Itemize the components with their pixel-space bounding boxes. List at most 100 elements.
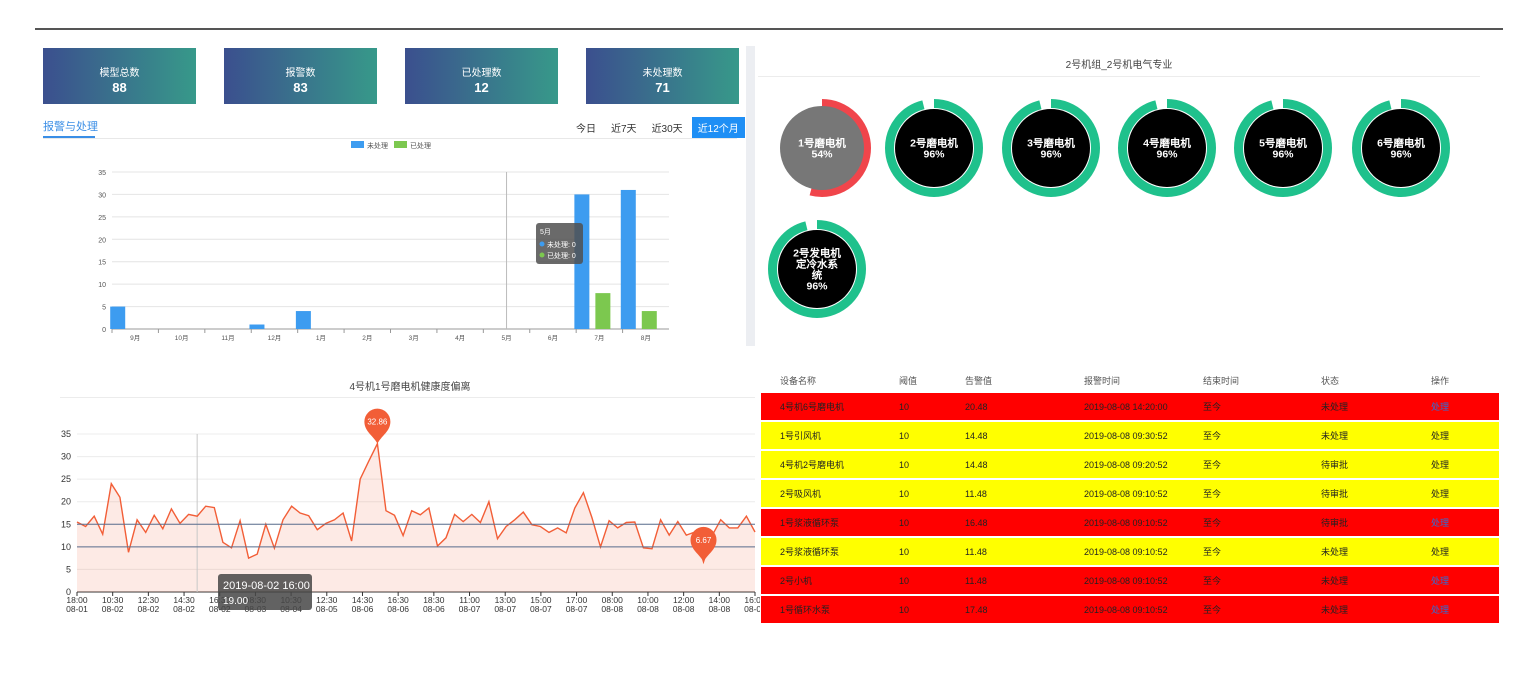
range-tab-30days[interactable]: 近30天 (651, 124, 683, 135)
process-button[interactable]: 处理 (1431, 576, 1450, 586)
x-tick-label: 4月 (455, 334, 465, 342)
x-tick-label: 12:30 (316, 595, 338, 605)
stat-label: 模型总数 (99, 68, 140, 79)
gauge-label: 96% (1390, 149, 1412, 161)
bar-未处理[interactable] (249, 324, 265, 329)
column-header: 报警时间 (1084, 375, 1121, 386)
process-button[interactable]: 处理 (1431, 547, 1450, 557)
bar-已处理[interactable] (641, 311, 657, 329)
x-tick-label: 11:00 (459, 595, 480, 605)
table-cell: 17.48 (965, 604, 988, 615)
stat-value: 12 (474, 80, 489, 95)
process-button[interactable]: 处理 (1431, 402, 1450, 412)
x-tick-label: 08-07 (494, 604, 516, 614)
table-cell: 10 (899, 401, 910, 412)
process-button[interactable]: 处理 (1431, 489, 1450, 499)
tab-divider (43, 138, 737, 139)
max-marker: 32.86 (364, 408, 391, 444)
table-cell: 至今 (1203, 547, 1222, 557)
x-tick-label: 7月 (594, 334, 604, 342)
table-row: 2号吸风机 10 11.48 2019-08-08 09:10:52 至今 待审批 处理 (761, 480, 1499, 509)
process-button[interactable]: 处理 (1431, 431, 1450, 441)
table-cell: 2019-08-08 09:10:52 (1084, 604, 1168, 615)
chart-legend: 未处理 已处理 (351, 141, 431, 150)
table-header: 设备名称 阈值 告警值 报警时间 结束时间 状态 操作 (761, 367, 1499, 393)
stat-card-alarms: 报警数 83 (224, 48, 377, 104)
gauge-panel-divider (758, 76, 1480, 77)
table-row: 4号机2号磨电机 10 14.48 2019-08-08 09:20:52 至今 待审批 处… (761, 451, 1499, 480)
column-header: 阈值 (899, 375, 918, 386)
y-tick-label: 0 (66, 587, 71, 597)
table-cell: 至今 (1203, 460, 1222, 470)
process-button[interactable]: 处理 (1431, 518, 1450, 528)
table-cell: 待审批 (1321, 460, 1349, 470)
table-cell: 待审批 (1321, 518, 1349, 528)
gauge-arc (773, 99, 871, 197)
bar-已处理[interactable] (595, 293, 611, 329)
x-tick-label: 08-06 (387, 604, 409, 614)
stat-label: 未处理数 (642, 68, 683, 79)
marker-pin (690, 526, 717, 562)
gauge-label: 定冷水系 (795, 258, 838, 271)
table-cell: 10 (899, 459, 910, 470)
x-tick-label: 08-07 (566, 604, 588, 614)
x-tick-label: 08-07 (459, 604, 481, 614)
gauge-label: 54% (811, 149, 833, 161)
tab-alarm-processing[interactable]: 报警与处理 (43, 121, 98, 133)
gauge-panel-title: 2号机组_2号机电气专业 (1065, 60, 1173, 71)
gauge-label: 96% (1040, 149, 1062, 161)
bar-未处理[interactable] (620, 189, 636, 329)
x-tick-label: 08-07 (530, 604, 552, 614)
table-cell: 至今 (1203, 576, 1222, 586)
y-tick-label: 35 (98, 170, 106, 177)
x-tick-label: 08-02 (102, 604, 124, 614)
table-cell: 2019-08-08 09:20:52 (1084, 459, 1168, 470)
stat-value: 88 (112, 80, 127, 95)
bar-未处理[interactable] (110, 306, 126, 329)
gauge-label: 1号磨电机 (798, 137, 846, 150)
column-header: 状态 (1321, 375, 1340, 386)
table-cell: 1号浆液循环泵 (780, 518, 840, 528)
x-tick-label: 2月 (362, 334, 372, 342)
table-cell: 至今 (1203, 489, 1222, 499)
table-cell: 10 (899, 546, 910, 557)
table-cell: 未处理 (1321, 431, 1349, 441)
range-tab-12months[interactable]: 近12个月 (691, 117, 745, 138)
y-tick-label: 0 (102, 327, 106, 334)
health-line-chart: 0510152025303518:0008-0110:3008-0212:300… (61, 408, 760, 614)
table-cell: 未处理 (1321, 605, 1349, 615)
range-tab-7days[interactable]: 近7天 (611, 124, 637, 135)
health-area (77, 443, 755, 592)
process-button[interactable]: 处理 (1431, 605, 1450, 615)
x-tick-label: 3月 (409, 334, 419, 342)
table-cell: 11.48 (965, 575, 987, 586)
table-cell: 2号吸风机 (780, 489, 822, 499)
table-row: 1号引风机 10 14.48 2019-08-08 09:30:52 至今 未处理 处理 (761, 422, 1499, 451)
gauge-label: 统 (812, 269, 823, 282)
x-tick-label: 5月 (501, 334, 511, 342)
table-cell: 2019-08-08 09:30:52 (1084, 430, 1168, 441)
tooltip-dot (539, 241, 545, 247)
tooltip-box (218, 574, 312, 610)
y-tick-label: 15 (61, 519, 71, 529)
gauge-label: 96% (806, 281, 828, 293)
tooltip-title: 5月 (540, 228, 551, 236)
range-tab-today[interactable]: 今日 (576, 124, 596, 135)
marker-label: 6.67 (696, 536, 712, 545)
gauge-label: 5号磨电机 (1259, 137, 1307, 150)
process-button[interactable]: 处理 (1431, 460, 1450, 470)
x-tick-label: 10:30 (102, 595, 124, 605)
table-cell: 2019-08-08 09:10:52 (1084, 575, 1168, 586)
gauge-center (780, 106, 864, 190)
x-tick-label: 16:30 (388, 595, 410, 605)
x-tick-label: 12:00 (673, 595, 695, 605)
gauge-center (1362, 109, 1440, 187)
bar-未处理[interactable] (295, 311, 311, 329)
